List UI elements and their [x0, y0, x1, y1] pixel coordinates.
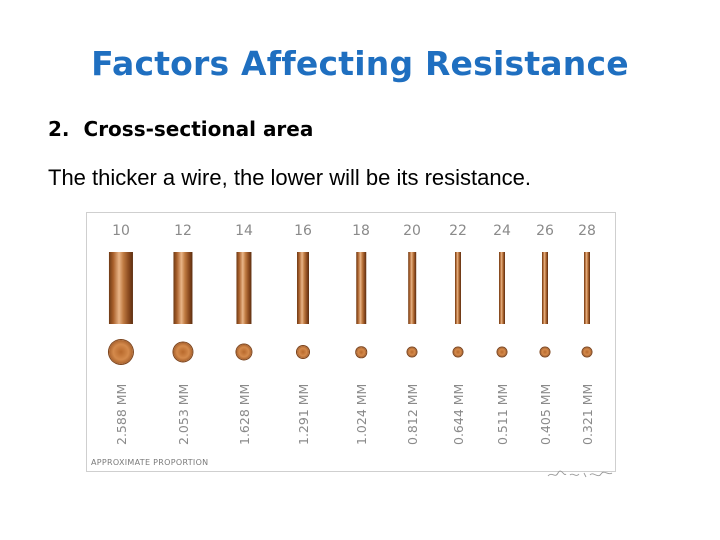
gauge-number-label: 22: [449, 223, 467, 239]
diameter-label: 0.405 MM: [538, 383, 553, 445]
wire-side-view: [356, 252, 366, 324]
diameter-label: 0.812 MM: [405, 383, 420, 445]
wire-cross-section: [540, 347, 550, 357]
wire-cross-section: [497, 347, 507, 357]
diameter-label: 0.321 MM: [580, 383, 595, 445]
wire-cross-section: [453, 347, 463, 357]
wire-cross-section: [108, 339, 134, 365]
wire-side-view: [297, 252, 309, 324]
gauge-column: 20 0.812 MM: [392, 213, 432, 471]
gauge-number-label: 28: [578, 223, 596, 239]
gauge-number-label: 18: [352, 223, 370, 239]
gauge-column: 10 2.588 MM: [101, 213, 141, 471]
wire-cross-section: [297, 346, 309, 358]
gauge-number-label: 10: [112, 223, 130, 239]
gauge-column: 28 0.321 MM: [567, 213, 607, 471]
wire-side-view: [236, 252, 252, 324]
wire-gauge-figure: APPROXIMATE PROPORTION 10 2.588 MM 12 2.053…: [86, 212, 616, 472]
wire-cross-section: [356, 347, 366, 357]
gauge-number-label: 24: [493, 223, 511, 239]
diameter-label: 2.588 MM: [114, 383, 129, 445]
gauge-number-label: 16: [294, 223, 312, 239]
wire-cross-section: [407, 347, 417, 357]
wire-side-view: [108, 252, 134, 324]
gauge-number-label: 26: [536, 223, 554, 239]
wire-side-view: [584, 252, 590, 324]
diameter-label: 1.628 MM: [237, 383, 252, 445]
gauge-number-label: 20: [403, 223, 421, 239]
gauge-column: 26 0.405 MM: [525, 213, 565, 471]
gauge-column: 14 1.628 MM: [224, 213, 264, 471]
slide-title: Factors Affecting Resistance: [91, 44, 629, 83]
gauge-column: 12 2.053 MM: [163, 213, 203, 471]
wire-side-view: [542, 252, 548, 324]
wire-cross-section: [173, 342, 193, 362]
diameter-label: 1.291 MM: [296, 383, 311, 445]
approximate-proportion-note: APPROXIMATE PROPORTION: [91, 458, 209, 467]
diameter-label: 0.511 MM: [495, 383, 510, 445]
body-text: The thicker a wire, the lower will be it…: [48, 165, 531, 190]
wire-side-view: [173, 252, 193, 324]
wire-cross-section: [236, 344, 252, 360]
gauge-column: 24 0.511 MM: [482, 213, 522, 471]
section-number: 2.: [48, 117, 70, 141]
diameter-label: 2.053 MM: [176, 383, 191, 445]
section-heading-text: Cross-sectional area: [83, 117, 314, 141]
wire-side-view: [408, 252, 416, 324]
gauge-number-label: 12: [174, 223, 192, 239]
diameter-label: 0.644 MM: [451, 383, 466, 445]
wire-cross-section: [582, 347, 592, 357]
gauge-column: 22 0.644 MM: [438, 213, 478, 471]
wire-side-view: [455, 252, 461, 324]
wire-side-view: [499, 252, 505, 324]
section-heading: 2. Cross-sectional area: [48, 117, 313, 141]
diameter-label: 1.024 MM: [354, 383, 369, 445]
signature-logo: [547, 470, 613, 478]
gauge-number-label: 14: [235, 223, 253, 239]
gauge-column: 16 1.291 MM: [283, 213, 323, 471]
gauge-column: 18 1.024 MM: [341, 213, 381, 471]
